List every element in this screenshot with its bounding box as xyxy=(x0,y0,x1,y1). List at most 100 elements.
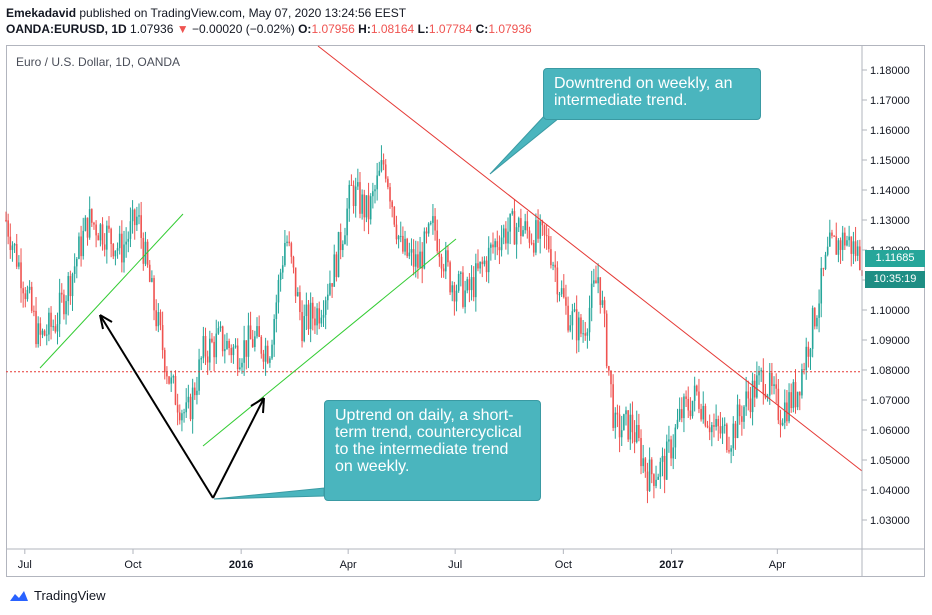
uptrend-callout: Uptrend on daily, a short-term trend, co… xyxy=(324,400,541,501)
candle-body xyxy=(324,300,327,315)
candle-body xyxy=(590,283,593,308)
candle-body xyxy=(264,345,267,362)
candle-body xyxy=(142,237,145,264)
candle-body xyxy=(511,211,514,214)
candle-body xyxy=(112,244,115,257)
candle-body xyxy=(254,336,256,347)
candle-body xyxy=(773,384,775,387)
candle-body xyxy=(24,293,27,300)
candle-body xyxy=(26,289,29,300)
candle-body xyxy=(5,220,7,221)
arrow-line-left xyxy=(99,314,214,499)
time-tick-label: 2016 xyxy=(229,559,253,571)
candle-body xyxy=(640,438,642,467)
candle-body xyxy=(322,314,325,318)
candle-body xyxy=(251,339,254,347)
candle-body xyxy=(805,346,808,370)
price-tick-label: 1.14000 xyxy=(870,185,910,197)
candles xyxy=(5,145,863,504)
candle-body xyxy=(249,325,252,340)
candle-body xyxy=(719,426,722,434)
candle-body xyxy=(530,242,533,244)
candle-body xyxy=(756,375,758,398)
candle-body xyxy=(406,238,408,257)
candle-body xyxy=(762,370,765,394)
candle-body xyxy=(528,230,531,243)
candle-body xyxy=(294,267,297,297)
arrowhead-right-icon xyxy=(250,397,265,414)
candle-body xyxy=(715,418,717,427)
down-arrow-icon: ▼ xyxy=(176,22,189,36)
candle-body xyxy=(277,279,280,303)
candle-body xyxy=(470,277,473,291)
candle-body xyxy=(243,340,245,363)
candle-body xyxy=(831,232,833,236)
candle-body xyxy=(361,194,363,214)
candle-body xyxy=(35,310,37,345)
candle-body xyxy=(532,243,535,253)
candle-body xyxy=(702,405,705,420)
candle-body xyxy=(39,323,42,335)
price-tick-label: 1.18000 xyxy=(870,65,910,77)
candle-body xyxy=(442,268,445,272)
candle-body xyxy=(344,235,346,245)
candle-body xyxy=(93,222,95,225)
candle-body xyxy=(284,242,286,266)
candle-body xyxy=(717,418,720,427)
candle-body xyxy=(108,225,110,229)
tradingview-logo[interactable]: TradingView xyxy=(8,588,106,603)
candle-body xyxy=(848,236,850,241)
candle-body xyxy=(397,236,400,240)
countdown-tag-value: 10:35:19 xyxy=(873,273,917,285)
candle-body xyxy=(372,191,374,197)
candle-body xyxy=(481,261,484,265)
candle-body xyxy=(545,235,548,237)
chart-frame[interactable] xyxy=(6,45,925,577)
time-tick-label: Jul xyxy=(18,559,32,571)
candle-body xyxy=(140,215,142,238)
candle-body xyxy=(541,221,544,226)
time-axis: Jul Oct 2016 Apr Jul Oct 2017 Apr xyxy=(6,548,925,571)
candle-body xyxy=(455,290,458,302)
candle-body xyxy=(181,413,183,421)
candle-body xyxy=(357,182,359,187)
candle-body xyxy=(234,345,237,348)
candle-body xyxy=(766,395,769,398)
candle-body xyxy=(168,376,170,384)
candle-body xyxy=(462,272,464,307)
open-label: O: xyxy=(298,22,312,36)
candle-body xyxy=(292,256,295,268)
candle-body xyxy=(751,380,754,413)
candle-body xyxy=(239,367,241,370)
tradingview-cloud-icon xyxy=(8,589,30,603)
last-price-tag-value: 1.11685 xyxy=(875,252,915,264)
candle-body xyxy=(266,345,269,363)
candle-body xyxy=(824,254,827,269)
candle-body xyxy=(472,277,475,298)
candle-body xyxy=(393,207,396,225)
candle-body xyxy=(565,297,567,306)
candle-body xyxy=(537,220,539,239)
candle-body xyxy=(425,231,428,234)
candle-body xyxy=(159,312,162,326)
candle-body xyxy=(258,326,260,337)
candle-body xyxy=(382,160,385,165)
candle-body xyxy=(217,328,220,334)
candle-body xyxy=(359,182,361,214)
candle-body xyxy=(816,317,818,327)
author-name: Emekadavid xyxy=(6,6,77,20)
candle-body xyxy=(20,262,22,289)
candle-body xyxy=(191,387,194,420)
price-axis: 1.18000 1.17000 1.16000 1.15000 1.14000 1.130… xyxy=(861,46,910,576)
candle-body xyxy=(288,241,290,244)
candle-body xyxy=(157,312,160,327)
candle-body xyxy=(176,404,179,413)
candle-body xyxy=(281,265,284,273)
high-value: 1.08164 xyxy=(370,22,415,36)
candle-body xyxy=(614,412,617,428)
candle-body xyxy=(103,244,106,250)
candle-body xyxy=(196,390,198,396)
candle-body xyxy=(620,430,623,438)
trend-lines xyxy=(6,45,863,500)
